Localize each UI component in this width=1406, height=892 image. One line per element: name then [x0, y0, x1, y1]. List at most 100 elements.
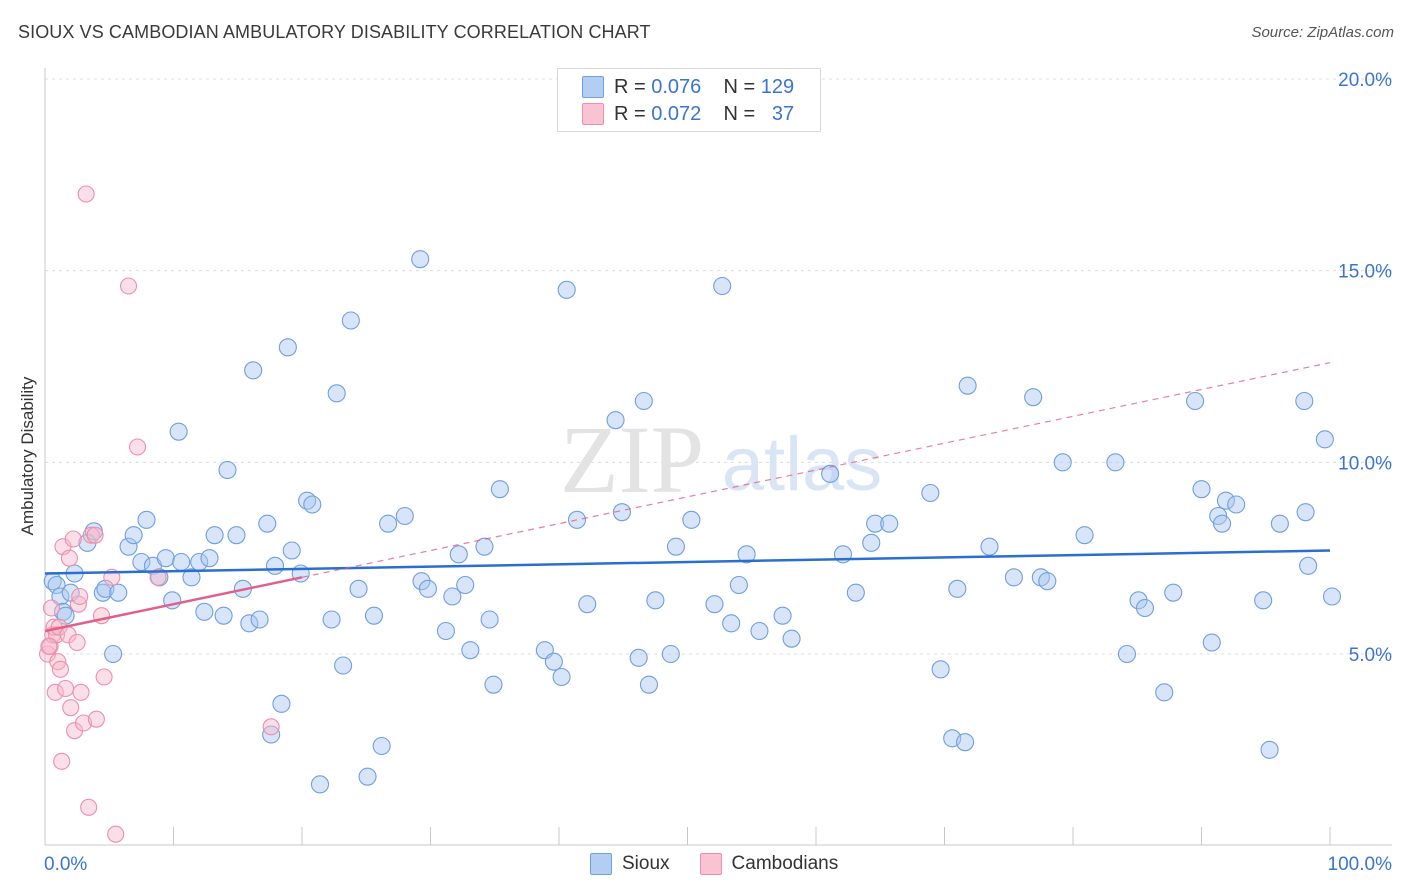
- cambodian-point: [53, 752, 71, 770]
- sioux-point: [1322, 587, 1342, 606]
- sioux-point: [1024, 388, 1043, 407]
- cambodian-point: [46, 683, 64, 701]
- axes: [44, 68, 1392, 846]
- sioux-point: [1260, 740, 1279, 759]
- sioux-point: [303, 495, 322, 514]
- sioux-point: [1254, 591, 1273, 610]
- sioux-point: [750, 621, 769, 641]
- sioux-point: [956, 733, 975, 752]
- sioux-point: [866, 514, 885, 533]
- sioux-point: [244, 361, 263, 380]
- sioux-point: [418, 579, 437, 598]
- cambodian-point: [77, 185, 95, 203]
- correlation-legend: R = 0.076 N = 129 R = 0.072 N = 37: [557, 68, 821, 132]
- sioux-point: [1038, 572, 1057, 591]
- sioux-point: [1135, 598, 1155, 618]
- sioux-point: [773, 606, 792, 625]
- sioux-point: [921, 483, 940, 503]
- sioux-r-value: 0.076: [651, 75, 702, 98]
- sioux-point: [119, 537, 138, 556]
- cambodian-point: [119, 277, 138, 295]
- cambodian-point: [71, 587, 89, 606]
- watermark-zip: ZIP: [560, 406, 704, 513]
- sioux-point: [310, 775, 330, 794]
- watermark-atlas: atlas: [722, 422, 883, 507]
- cambodians-legend-swatch: [699, 853, 722, 875]
- sioux-point: [1075, 526, 1094, 545]
- cambodian-trend-line: [44, 576, 303, 633]
- sioux-point: [227, 526, 246, 545]
- sioux-point: [372, 736, 391, 756]
- series-legend: Sioux Cambodians: [590, 852, 868, 876]
- sioux-point: [1296, 503, 1315, 522]
- cambodian-point: [86, 526, 104, 544]
- sioux-point: [552, 667, 571, 687]
- sioux-point: [341, 311, 360, 330]
- cambodians-n-value: 37: [771, 102, 795, 125]
- sioux-point: [713, 276, 732, 296]
- sioux-point: [1053, 453, 1072, 472]
- sioux-point: [172, 552, 191, 572]
- sioux-point: [364, 606, 384, 625]
- sioux-point: [395, 506, 414, 526]
- sioux-point: [412, 572, 431, 591]
- sioux-point: [705, 595, 724, 614]
- sioux-point: [214, 606, 233, 625]
- sioux-point: [1227, 495, 1246, 514]
- sioux-point: [436, 621, 455, 641]
- sioux-point: [109, 583, 128, 602]
- cambodians-r-label: R =: [614, 102, 646, 125]
- cambodian-point: [95, 668, 113, 686]
- sioux-point: [461, 641, 480, 660]
- sioux-point: [282, 541, 301, 560]
- sioux-point: [411, 250, 430, 269]
- cambodian-point: [87, 710, 105, 728]
- y-tick-label: 20.0%: [1338, 70, 1392, 91]
- sioux-point: [1186, 391, 1205, 411]
- cambodian-point: [149, 568, 167, 586]
- sioux-trend-line: [44, 549, 1331, 575]
- x-tick-label: 0.0%: [44, 854, 87, 875]
- sioux-point: [265, 556, 285, 575]
- sioux-point: [51, 587, 70, 606]
- sioux-point: [646, 591, 665, 610]
- sioux-point: [578, 595, 597, 614]
- cambodian-point: [40, 637, 58, 655]
- sioux-point: [475, 537, 494, 556]
- sioux-point: [137, 510, 156, 529]
- sioux-point: [1106, 453, 1125, 472]
- sioux-point: [661, 644, 680, 664]
- sioux-point: [490, 480, 509, 499]
- y-tick-label: 5.0%: [1349, 645, 1392, 666]
- sioux-point: [1004, 568, 1023, 587]
- cambodian-point: [64, 530, 82, 548]
- sioux-point: [449, 545, 468, 564]
- sioux-point: [1155, 683, 1174, 702]
- cambodians-n-label: N =: [723, 102, 756, 125]
- sioux-swatch: [582, 76, 604, 98]
- cambodian-point: [72, 683, 90, 701]
- sioux-point: [606, 411, 625, 430]
- sioux-point: [240, 614, 259, 633]
- sioux-point: [729, 575, 748, 595]
- sioux-point: [612, 503, 632, 522]
- sioux-point: [722, 614, 741, 633]
- sioux-point: [948, 579, 967, 598]
- cambodian-point: [82, 526, 100, 544]
- cambodian-point: [51, 660, 69, 678]
- sioux-point: [200, 549, 219, 568]
- sioux-point: [150, 568, 169, 587]
- sioux-point: [278, 338, 297, 357]
- cambodian-point: [128, 438, 147, 456]
- cambodian-point: [42, 599, 60, 617]
- sioux-n-value: 129: [760, 75, 795, 98]
- sioux-point: [880, 514, 899, 533]
- sioux-point: [443, 587, 462, 606]
- sioux-point: [544, 652, 563, 671]
- sioux-point: [1270, 514, 1289, 533]
- sioux-point: [104, 644, 123, 664]
- legend-item-cambodians: Cambodians: [699, 853, 838, 875]
- sioux-point: [1192, 480, 1211, 499]
- sioux-point: [205, 526, 224, 545]
- sioux-point: [156, 549, 175, 568]
